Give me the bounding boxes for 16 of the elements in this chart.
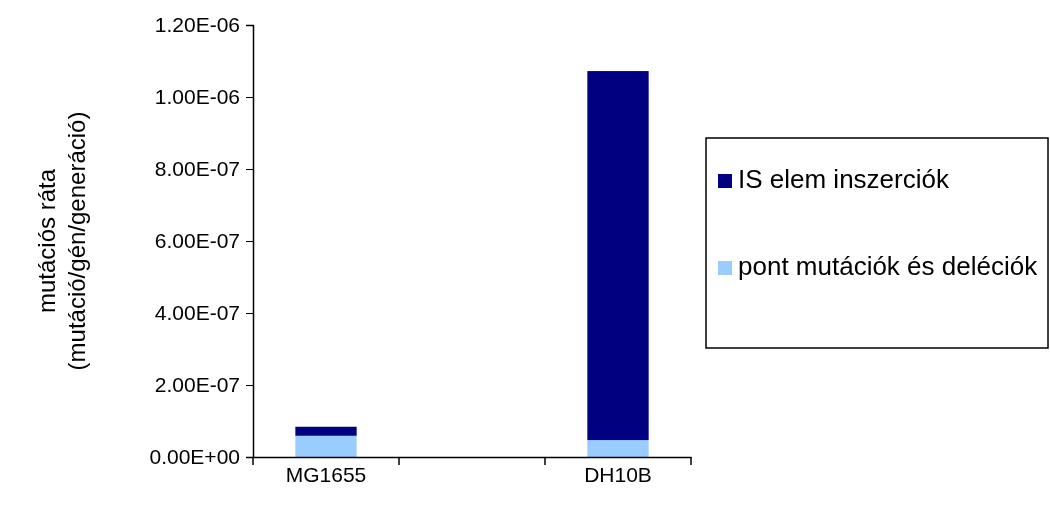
y-tick-label: 6.00E-07 [154, 229, 240, 253]
legend-label: pont mutációk és deléciók [738, 251, 1039, 281]
y-tick-label: 2.00E-07 [154, 373, 240, 397]
y-tick-label: 1.00E-06 [154, 85, 240, 109]
y-tick-label: 0.00E+00 [149, 445, 240, 469]
y-tick-label: 8.00E-07 [154, 157, 240, 181]
y-tick-label: 1.20E-06 [154, 13, 240, 37]
bar [587, 440, 649, 457]
bar [587, 71, 649, 441]
bar [295, 426, 357, 436]
x-tick-label: DH10B [584, 463, 652, 486]
legend-label: IS elem inszerciók [738, 164, 950, 194]
x-tick-label: MG1655 [285, 463, 367, 486]
bar [295, 435, 357, 457]
y-axis-title: mutációs ráta (mutáció/gén/generáció) [33, 111, 90, 371]
y-tick-label: 4.00E-07 [154, 301, 240, 325]
